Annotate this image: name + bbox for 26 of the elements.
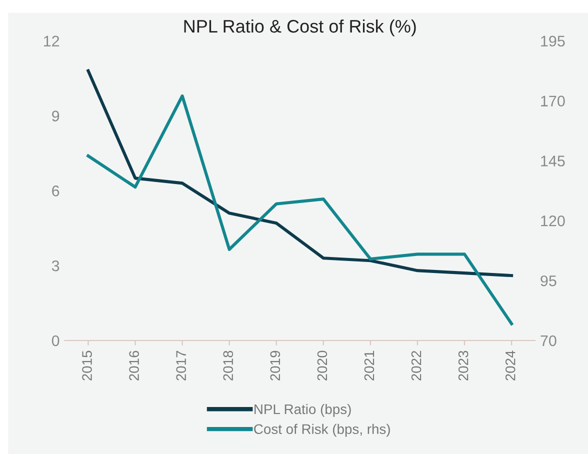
y-tick-label: 0 [52,335,60,346]
line-series [86,94,514,326]
chart-title: NPL Ratio & Cost of Risk (%) [184,19,416,36]
x-tick-label: 2022 [411,350,422,380]
x-tick-label: 2016 [129,350,139,380]
x-tick-label: 2021 [364,350,374,380]
line-series [86,69,514,278]
x-tick-label: 2023 [458,350,468,380]
y2-tick-label: 120 [541,216,565,226]
y2-tick-label: 95 [540,275,556,286]
y2-tick-label: 145 [541,156,565,166]
y-tick-label: 12 [44,36,60,46]
legend-label: NPL Ratio (bps) [254,404,351,417]
x-tick-label: 2020 [317,350,328,380]
x-tick-label: 2024 [505,350,516,380]
y-tick-label: 6 [52,186,60,196]
x-tick-label: 2017 [176,350,186,380]
x-tick-label: 2019 [270,350,280,380]
y2-tick-label: 170 [541,96,565,106]
y2-tick-label: 70 [540,335,556,346]
x-tick-label: 2018 [223,350,234,380]
y2-tick-label: 195 [541,36,565,47]
y-tick-label: 9 [52,110,60,122]
y-tick-label: 3 [52,260,60,272]
legend-label: Cost of Risk (bps, rhs) [254,424,390,437]
x-tick-label: 2015 [82,350,92,380]
